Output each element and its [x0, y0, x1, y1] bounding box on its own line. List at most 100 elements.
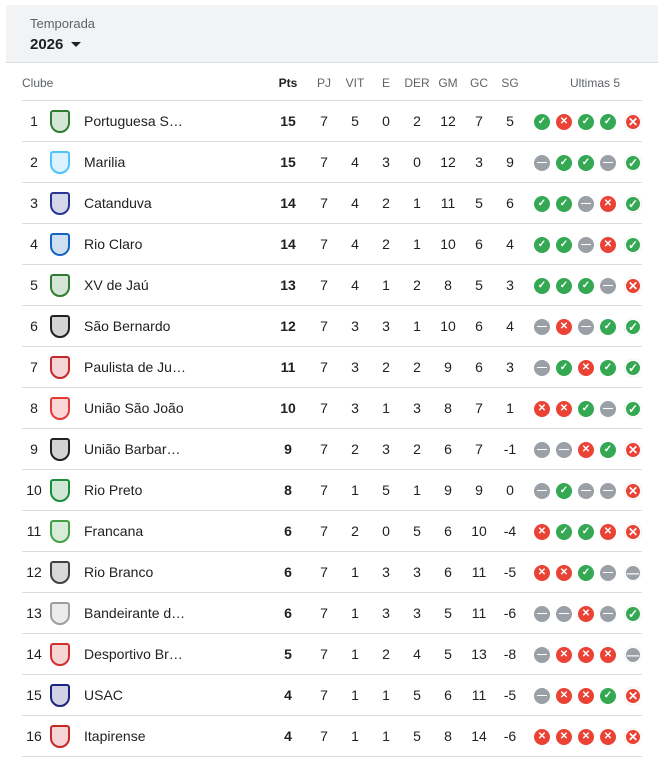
draw-icon[interactable]: —	[578, 237, 594, 253]
win-icon[interactable]: ✓	[556, 524, 572, 540]
win-icon[interactable]: ✓	[556, 278, 572, 294]
loss-icon[interactable]: ✕	[600, 729, 616, 745]
win-icon[interactable]: ✓	[622, 398, 644, 420]
loss-icon[interactable]: ✕	[600, 524, 616, 540]
loss-icon[interactable]: ✕	[578, 688, 594, 704]
table-row[interactable]: 12 Rio Branco 6 7 1 3 3 6 11 -5 ✕ ✕ ✓ — —	[22, 552, 644, 593]
loss-icon[interactable]: ✕	[600, 647, 616, 663]
draw-icon[interactable]: —	[556, 606, 572, 622]
draw-icon[interactable]: —	[600, 155, 616, 171]
win-icon[interactable]: ✓	[578, 155, 594, 171]
draw-icon[interactable]: —	[578, 319, 594, 335]
draw-icon[interactable]: —	[534, 606, 550, 622]
table-row[interactable]: 3 Catanduva 14 7 4 2 1 11 5 6 ✓ ✓ — ✕ ✓	[22, 183, 644, 224]
loss-icon[interactable]: ✕	[556, 688, 572, 704]
table-row[interactable]: 8 União São João 10 7 3 1 3 8 7 1 ✕ ✕ ✓ — ✓	[22, 388, 644, 429]
table-row[interactable]: 10 Rio Preto 8 7 1 5 1 9 9 0 — ✓ — — ✕	[22, 470, 644, 511]
win-icon[interactable]: ✓	[578, 401, 594, 417]
win-icon[interactable]: ✓	[556, 483, 572, 499]
win-icon[interactable]: ✓	[534, 237, 550, 253]
draw-icon[interactable]: —	[534, 155, 550, 171]
table-row[interactable]: 7 Paulista de Ju… 11 7 3 2 2 9 6 3 — ✓ ✕ ✓ ✓	[22, 347, 644, 388]
loss-icon[interactable]: ✕	[534, 729, 550, 745]
loss-icon[interactable]: ✕	[622, 111, 644, 133]
table-row[interactable]: 1 Portuguesa S… 15 7 5 0 2 12 7 5 ✓ ✕ ✓ ✓ ✕	[22, 101, 644, 142]
club-name[interactable]: Bandeirante d…	[84, 605, 186, 621]
club-name[interactable]: Catanduva	[84, 195, 152, 211]
draw-icon[interactable]: —	[534, 647, 550, 663]
table-row[interactable]: 4 Rio Claro 14 7 4 2 1 10 6 4 ✓ ✓ — ✕ ✓	[22, 224, 644, 265]
club-name[interactable]: Desportivo Br…	[84, 646, 183, 662]
loss-icon[interactable]: ✕	[622, 521, 644, 543]
win-icon[interactable]: ✓	[578, 524, 594, 540]
draw-icon[interactable]: —	[600, 401, 616, 417]
season-dropdown[interactable]: 2026	[30, 36, 82, 53]
win-icon[interactable]: ✓	[534, 278, 550, 294]
club-name[interactable]: Rio Preto	[84, 482, 143, 498]
table-row[interactable]: 9 União Barbar… 9 7 2 3 2 6 7 -1 — — ✕ ✓ ✕	[22, 429, 644, 470]
draw-icon[interactable]: —	[556, 442, 572, 458]
club-name[interactable]: Paulista de Ju…	[84, 359, 186, 375]
loss-icon[interactable]: ✕	[556, 319, 572, 335]
win-icon[interactable]: ✓	[622, 234, 644, 256]
draw-icon[interactable]: —	[534, 483, 550, 499]
loss-icon[interactable]: ✕	[578, 442, 594, 458]
win-icon[interactable]: ✓	[556, 237, 572, 253]
loss-icon[interactable]: ✕	[622, 726, 644, 748]
loss-icon[interactable]: ✕	[578, 647, 594, 663]
loss-icon[interactable]: ✕	[556, 647, 572, 663]
draw-icon[interactable]: —	[622, 562, 644, 584]
draw-icon[interactable]: —	[622, 644, 644, 666]
club-name[interactable]: Portuguesa S…	[84, 113, 183, 129]
win-icon[interactable]: ✓	[622, 603, 644, 625]
win-icon[interactable]: ✓	[600, 360, 616, 376]
draw-icon[interactable]: —	[600, 565, 616, 581]
club-name[interactable]: Francana	[84, 523, 144, 539]
win-icon[interactable]: ✓	[556, 155, 572, 171]
win-icon[interactable]: ✓	[600, 319, 616, 335]
club-name[interactable]: Rio Branco	[84, 564, 154, 580]
table-row[interactable]: 5 XV de Jaú 13 7 4 1 2 8 5 3 ✓ ✓ ✓ — ✕	[22, 265, 644, 306]
club-name[interactable]: União São João	[84, 400, 184, 416]
table-row[interactable]: 14 Desportivo Br… 5 7 1 2 4 5 13 -8 — ✕ ✕ ✕ —	[22, 634, 644, 675]
table-row[interactable]: 2 Marilia 15 7 4 3 0 12 3 9 — ✓ ✓ — ✓	[22, 142, 644, 183]
draw-icon[interactable]: —	[534, 442, 550, 458]
draw-icon[interactable]: —	[600, 606, 616, 622]
club-name[interactable]: Rio Claro	[84, 236, 143, 252]
loss-icon[interactable]: ✕	[534, 524, 550, 540]
club-name[interactable]: Marilia	[84, 154, 126, 170]
loss-icon[interactable]: ✕	[622, 685, 644, 707]
win-icon[interactable]: ✓	[600, 688, 616, 704]
draw-icon[interactable]: —	[534, 688, 550, 704]
win-icon[interactable]: ✓	[622, 357, 644, 379]
loss-icon[interactable]: ✕	[534, 401, 550, 417]
club-name[interactable]: Itapirense	[84, 728, 146, 744]
club-name[interactable]: XV de Jaú	[84, 277, 149, 293]
win-icon[interactable]: ✓	[534, 114, 550, 130]
loss-icon[interactable]: ✕	[622, 480, 644, 502]
table-row[interactable]: 16 Itapirense 4 7 1 1 5 8 14 -6 ✕ ✕ ✕ ✕ ✕	[22, 716, 644, 757]
win-icon[interactable]: ✓	[622, 152, 644, 174]
draw-icon[interactable]: —	[534, 360, 550, 376]
loss-icon[interactable]: ✕	[534, 565, 550, 581]
table-row[interactable]: 13 Bandeirante d… 6 7 1 3 3 5 11 -6— — ✕ — ✓	[22, 593, 644, 634]
club-name[interactable]: São Bernardo	[84, 318, 171, 334]
draw-icon[interactable]: —	[600, 278, 616, 294]
loss-icon[interactable]: ✕	[556, 565, 572, 581]
win-icon[interactable]: ✓	[578, 114, 594, 130]
draw-icon[interactable]: —	[600, 483, 616, 499]
win-icon[interactable]: ✓	[556, 196, 572, 212]
loss-icon[interactable]: ✕	[622, 275, 644, 297]
table-row[interactable]: 15 USAC 4 7 1 1 5 6 11 -5— ✕ ✕ ✓ ✕	[22, 675, 644, 716]
win-icon[interactable]: ✓	[600, 114, 616, 130]
loss-icon[interactable]: ✕	[622, 439, 644, 461]
club-name[interactable]: USAC	[84, 687, 123, 703]
draw-icon[interactable]: —	[578, 196, 594, 212]
loss-icon[interactable]: ✕	[578, 360, 594, 376]
loss-icon[interactable]: ✕	[578, 729, 594, 745]
loss-icon[interactable]: ✕	[556, 114, 572, 130]
table-row[interactable]: 6 São Bernardo 12 7 3 3 1 10 6 4 — ✕ — ✓ ✓	[22, 306, 644, 347]
loss-icon[interactable]: ✕	[556, 401, 572, 417]
win-icon[interactable]: ✓	[600, 442, 616, 458]
loss-icon[interactable]: ✕	[600, 196, 616, 212]
